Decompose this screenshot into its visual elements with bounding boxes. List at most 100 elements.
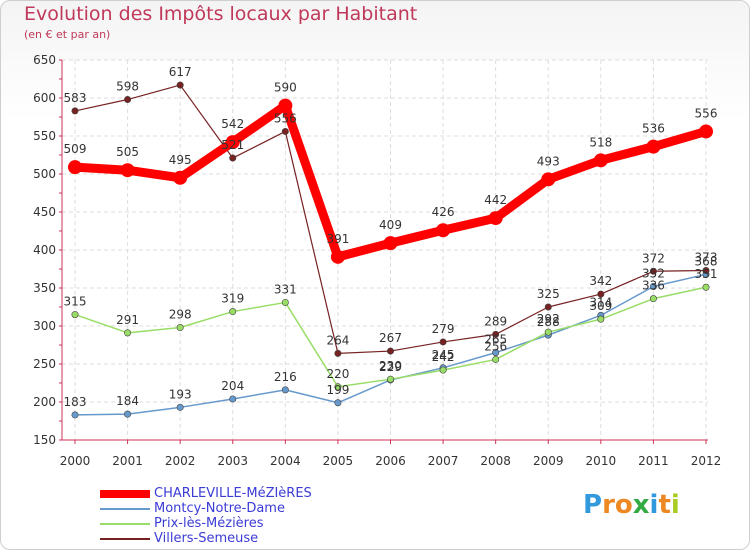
data-point (229, 395, 237, 403)
data-label: 351 (695, 267, 718, 281)
data-label: 536 (642, 122, 665, 136)
data-label: 315 (64, 295, 87, 309)
data-label: 542 (221, 117, 244, 131)
data-label: 242 (432, 350, 455, 364)
data-point (488, 211, 503, 226)
data-label: 617 (169, 65, 192, 79)
data-label: 442 (484, 193, 507, 207)
data-point (124, 329, 132, 337)
legend-item: Villers-Semeuse (100, 531, 312, 546)
x-tick-label: 2006 (375, 454, 406, 468)
x-tick-label: 2004 (270, 454, 301, 468)
series-3 (71, 81, 710, 357)
legend-label: Montcy-Notre-Dame (154, 501, 285, 516)
data-label: 583 (64, 91, 87, 105)
data-point (330, 249, 345, 264)
data-point (334, 383, 342, 391)
data-label: 331 (274, 282, 297, 296)
y-tick-label: 250 (33, 357, 56, 371)
data-label: 325 (537, 287, 560, 301)
data-point (71, 311, 79, 319)
data-point (544, 303, 552, 311)
data-label: 373 (695, 251, 718, 265)
data-label: 426 (432, 205, 455, 219)
legend-label: CHARLEVILLE-MéZIèRES (154, 486, 312, 501)
data-label: 184 (116, 394, 139, 408)
x-tick-label: 2012 (691, 454, 722, 468)
data-point (124, 96, 132, 104)
chart-subtitle: (en € et par an) (24, 28, 111, 41)
data-point (278, 98, 293, 113)
series-2 (71, 283, 710, 391)
data-point (492, 330, 500, 338)
logo-letter: P (583, 490, 603, 520)
legend: CHARLEVILLE-MéZIèRES Montcy-Notre-Dame P… (100, 486, 312, 546)
chart-title: Evolution des Impôts locaux par Habitant (24, 3, 418, 25)
legend-swatch (100, 489, 150, 498)
data-label: 288 (537, 315, 560, 329)
data-label: 518 (589, 135, 612, 149)
data-point (124, 410, 132, 418)
data-label: 521 (221, 138, 244, 152)
x-tick-label: 2007 (428, 454, 459, 468)
y-tick-label: 600 (33, 91, 56, 105)
data-label: 409 (379, 218, 402, 232)
data-label: 256 (484, 339, 507, 353)
data-label: 495 (169, 153, 192, 167)
data-label: 279 (432, 322, 455, 336)
y-tick-label: 650 (33, 53, 56, 67)
data-point (229, 308, 237, 316)
data-label: 230 (379, 359, 402, 373)
data-point (439, 338, 447, 346)
logo-letter: i (670, 490, 680, 520)
data-point (541, 172, 556, 187)
x-tick-label: 2002 (165, 454, 196, 468)
data-point (173, 170, 188, 185)
legend-label: Prix-lès-Mézières (154, 516, 264, 531)
legend-swatch (100, 522, 150, 525)
data-point (597, 315, 605, 323)
data-point (649, 282, 657, 290)
data-label: 264 (326, 333, 349, 347)
data-point (176, 81, 184, 89)
data-label: 590 (274, 81, 297, 95)
data-label: 372 (642, 251, 665, 265)
data-point (699, 124, 713, 139)
legend-swatch (100, 537, 150, 540)
data-label: 216 (274, 370, 297, 384)
data-point (334, 349, 342, 357)
x-tick-label: 2005 (323, 454, 354, 468)
data-label: 245 (432, 348, 455, 362)
data-point (597, 290, 605, 298)
data-point (281, 386, 289, 394)
data-label: 298 (169, 308, 192, 322)
data-label: 204 (221, 379, 244, 393)
series-0 (68, 98, 713, 264)
data-label: 336 (642, 279, 665, 293)
data-point (492, 355, 500, 363)
x-tick-label: 2010 (586, 454, 617, 468)
data-label: 391 (326, 232, 349, 246)
y-tick-label: 550 (33, 129, 56, 143)
data-label: 319 (221, 292, 244, 306)
data-point (176, 324, 184, 332)
data-label: 368 (695, 254, 718, 268)
data-point (649, 295, 657, 303)
data-point (702, 267, 710, 275)
x-tick-label: 2000 (60, 454, 91, 468)
data-label: 265 (484, 333, 507, 347)
data-label: 509 (64, 142, 87, 156)
logo-letter: t (658, 490, 671, 520)
data-label: 229 (379, 360, 402, 374)
logo-letter: x (632, 490, 650, 520)
y-tick-label: 300 (33, 319, 56, 333)
logo-letter: i (649, 490, 659, 520)
legend-swatch (100, 507, 150, 510)
data-point (281, 298, 289, 306)
x-tick-label: 2003 (217, 454, 248, 468)
data-label: 193 (169, 387, 192, 401)
data-point (68, 160, 82, 175)
x-tick-label: 2009 (533, 454, 564, 468)
data-point (71, 411, 79, 419)
